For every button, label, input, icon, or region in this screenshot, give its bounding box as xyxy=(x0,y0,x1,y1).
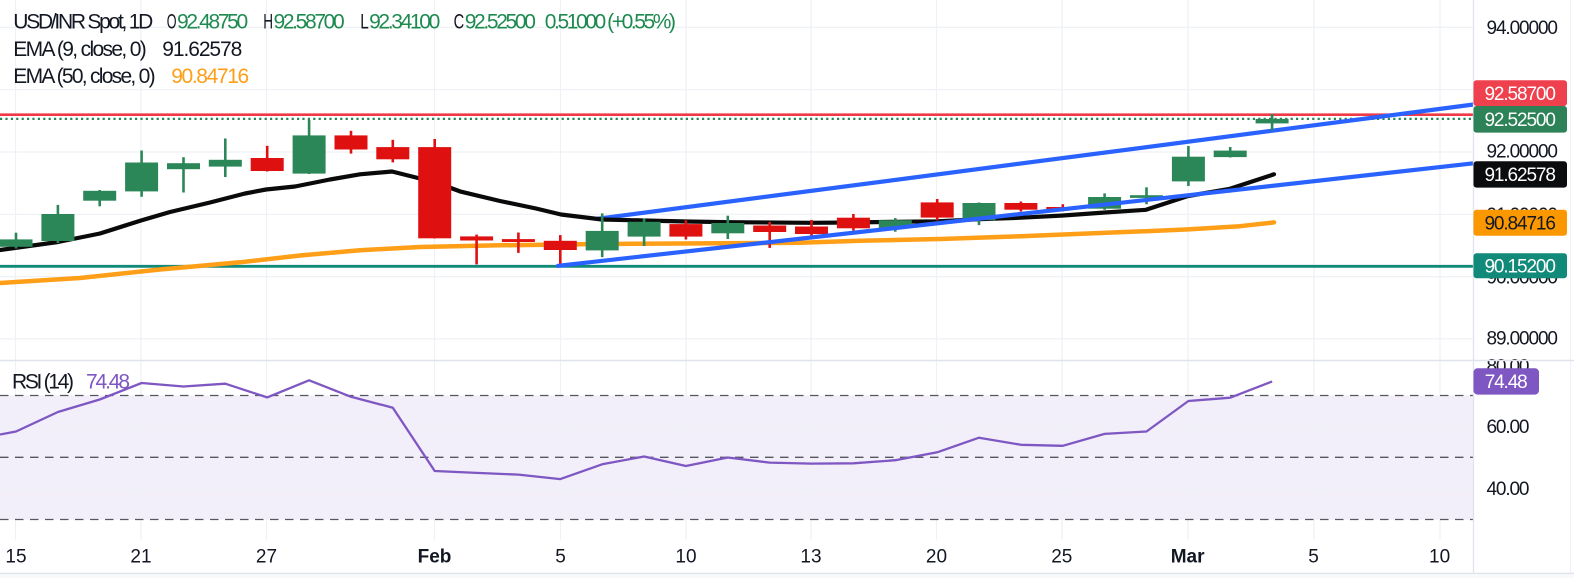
svg-text:92.58700: 92.58700 xyxy=(274,10,345,33)
svg-text:Mar: Mar xyxy=(1171,547,1205,568)
svg-text:EMA (9, close, 0): EMA (9, close, 0) xyxy=(13,38,147,61)
svg-text:92.48750: 92.48750 xyxy=(177,10,248,33)
svg-text:Feb: Feb xyxy=(418,547,452,568)
svg-text:27: 27 xyxy=(256,547,277,568)
svg-text:74.48: 74.48 xyxy=(1485,372,1528,393)
svg-text:L: L xyxy=(360,10,369,33)
svg-text:O: O xyxy=(167,10,177,33)
svg-text:5: 5 xyxy=(1308,547,1319,568)
svg-text:92.34100: 92.34100 xyxy=(369,10,440,33)
svg-text:EMA (50, close, 0): EMA (50, close, 0) xyxy=(13,65,155,88)
svg-text:89.00000: 89.00000 xyxy=(1487,329,1559,350)
svg-text:25: 25 xyxy=(1051,547,1072,568)
svg-text:92.52500: 92.52500 xyxy=(465,10,536,33)
svg-text:RSI (14): RSI (14) xyxy=(12,370,74,393)
svg-text:5: 5 xyxy=(555,547,566,568)
svg-text:USD/INR Spot, 1D: USD/INR Spot, 1D xyxy=(13,10,153,33)
svg-text:94.00000: 94.00000 xyxy=(1487,18,1559,39)
svg-text:90.15200: 90.15200 xyxy=(1484,257,1556,278)
svg-text:H: H xyxy=(263,10,273,33)
svg-text:92.58700: 92.58700 xyxy=(1484,84,1556,105)
svg-text:20: 20 xyxy=(926,547,947,568)
svg-text:C: C xyxy=(454,10,465,33)
svg-text:13: 13 xyxy=(800,547,821,568)
svg-text:10: 10 xyxy=(1429,547,1450,568)
svg-text:92.00000: 92.00000 xyxy=(1487,142,1559,163)
svg-text:21: 21 xyxy=(130,547,151,568)
svg-text:10: 10 xyxy=(675,547,696,568)
svg-text:0.51000 (+0.55%): 0.51000 (+0.55%) xyxy=(545,10,676,33)
svg-text:90.84716: 90.84716 xyxy=(1484,214,1556,235)
svg-text:40.00: 40.00 xyxy=(1487,479,1530,500)
svg-text:60.00: 60.00 xyxy=(1487,417,1530,438)
svg-text:92.52500: 92.52500 xyxy=(1484,110,1556,131)
svg-text:91.62578: 91.62578 xyxy=(1484,165,1556,186)
svg-text:91.62578: 91.62578 xyxy=(162,38,242,61)
svg-text:90.84716: 90.84716 xyxy=(171,65,249,88)
svg-text:15: 15 xyxy=(5,547,26,568)
svg-text:74.48: 74.48 xyxy=(86,370,130,393)
